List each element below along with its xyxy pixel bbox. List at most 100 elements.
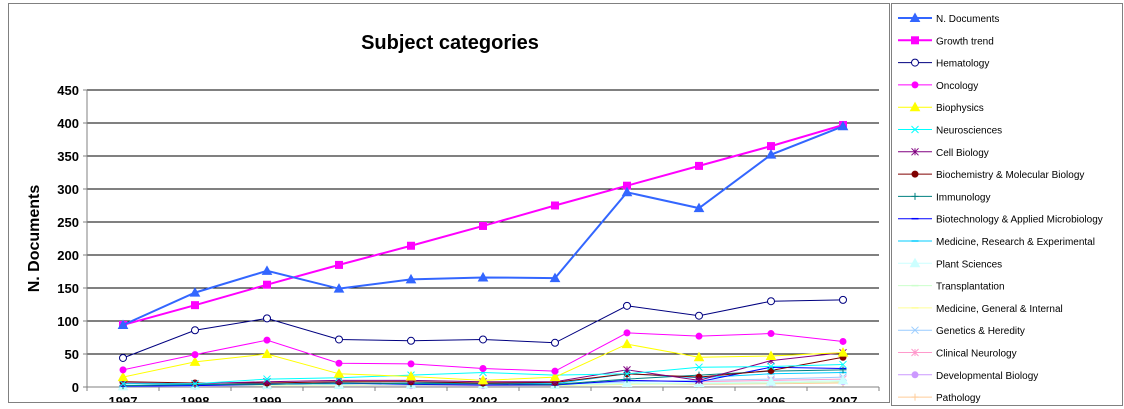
data-point [623,369,631,378]
y-tick-label: 100 [57,314,79,329]
y-tick-label: 0 [72,380,79,395]
marker-stroke [119,379,127,388]
legend-marker [911,170,919,178]
data-point [549,272,561,283]
legend-marker [911,125,919,134]
data-point [189,356,201,366]
data-point [695,363,703,372]
legend-entries: N. Documents Growth trend Hematology Oncolo… [898,12,1103,404]
data-point [263,314,271,323]
legend-label: Biophysics [936,103,984,114]
line-chart: 0 50 100 150 200 250 300 350 400 450 1997 1998 1999 2… [26,83,880,402]
data-point [693,202,705,213]
data-point [551,201,559,210]
data-point [839,337,847,345]
legend-marker [911,58,919,67]
y-tick-label: 450 [57,83,79,98]
legend-label: Plant Sciences [936,259,1002,270]
marker-stroke [623,369,631,378]
chart-title: Subject categories [361,32,539,54]
data-point [191,379,199,388]
data-point [837,347,849,357]
data-point [621,338,633,349]
legend-label: Growth trend [936,36,994,47]
data-point [765,376,777,386]
data-point [695,376,703,385]
data-point [191,326,199,335]
legend-label: Biochemistry & Molecular Biology [936,170,1084,181]
series-0 [117,120,849,329]
legend-label: Hematology [936,59,989,70]
legend-label: Neurosciences [936,126,1002,137]
legend-item: Transplantation [898,282,1005,293]
legend-item: Biochemistry & Molecular Biology [898,170,1084,181]
series-line [122,299,844,359]
data-point [407,241,415,250]
legend-label: Clinical Neurology [936,349,1017,360]
data-point [837,120,849,131]
data-point [407,360,415,368]
legend-marker [911,192,919,200]
legend-item: Medicine, Research & Experimental [898,237,1095,248]
data-point [549,371,561,382]
data-point [407,336,415,345]
x-tick-label: 1997 [109,394,138,402]
data-point [189,287,201,297]
marker-stroke [695,363,703,372]
legend-marker [909,12,921,22]
data-point [263,280,271,289]
data-point [479,365,487,373]
legend-item: Cell Biology [898,148,989,159]
data-point [551,367,559,375]
legend-label: Oncology [936,81,978,92]
data-point [551,338,559,347]
chart-area: Subject categories 0 50 100 150 200 250 300 350… [8,3,890,403]
data-point [623,301,631,310]
legend-label: Cell Biology [936,148,989,159]
x-tick-label: 2004 [613,394,643,402]
marker-stroke [839,360,847,369]
x-tick-label: 2005 [685,394,714,402]
y-tick-label: 200 [57,248,79,263]
legend-marker [911,371,919,379]
data-point [119,353,127,362]
x-tick-label: 2001 [397,394,426,402]
legend-item: Oncology [898,81,978,92]
data-point [117,371,129,382]
data-point [335,335,343,344]
data-point [333,368,345,378]
legend-marker [911,81,919,89]
legend-label: Medicine, Research & Experimental [936,237,1095,248]
legend-item: Growth trend [898,36,994,47]
legend-label: Pathology [936,393,980,404]
data-point [839,295,847,304]
legend-item: Biophysics [898,101,984,114]
y-tick-label: 50 [65,347,79,362]
data-point [621,186,633,197]
data-point [695,332,703,340]
legend-label: Transplantation [936,282,1005,293]
data-point [477,374,489,385]
series-4 [117,338,849,385]
legend-label: Immunology [936,192,990,203]
data-point [333,283,345,293]
data-point [767,367,775,374]
legend-label: N. Documents [936,14,999,25]
x-tick-label: 2007 [829,394,858,402]
data-point [479,335,487,344]
data-point [335,260,343,269]
legend-label: Developmental Biology [936,371,1038,382]
legend-item: Biotechnology & Applied Microbiology [898,215,1103,226]
data-point [767,330,775,338]
marker-stroke [767,362,775,371]
series-3 [119,329,847,375]
legend-marker [911,147,919,156]
data-point [767,142,775,151]
marker-stroke [263,375,271,383]
legend-label: Genetics & Heredity [936,326,1025,337]
marker-stroke [191,379,199,388]
y-tick-label: 250 [57,215,79,230]
y-axis-label: N. Documents [26,185,43,293]
data-point [405,273,417,284]
legend-item: Medicine, General & Internal [898,304,1063,315]
